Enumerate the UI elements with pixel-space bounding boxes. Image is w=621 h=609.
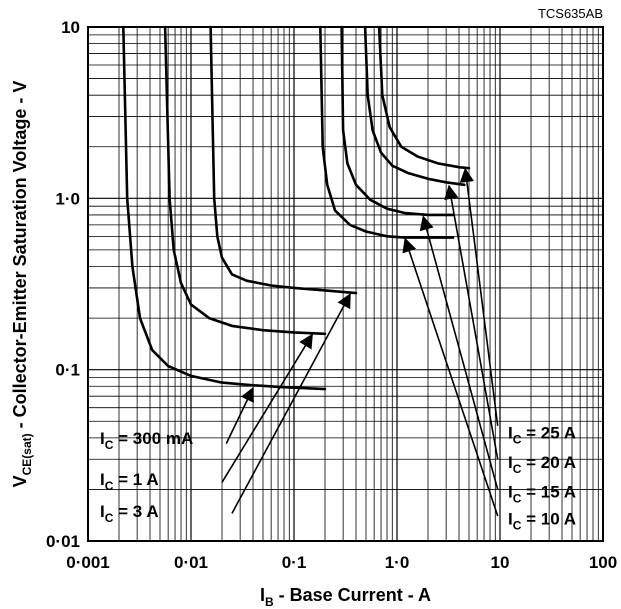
x-axis-symbol: I <box>260 585 265 605</box>
x-tick-label: 100 <box>589 553 617 572</box>
annotation-arrow <box>419 215 499 490</box>
curve-i-c-3-a <box>209 25 358 295</box>
series-label: IC = 25 A <box>508 423 576 446</box>
curve-i-c-10-a <box>319 25 455 239</box>
annotation-arrow <box>231 293 351 514</box>
annotation-arrows <box>221 167 499 517</box>
curve-i-c-300-ma <box>122 25 327 391</box>
chart-code-label: TCS635AB <box>538 6 603 21</box>
series-label: IC = 1 A <box>100 470 159 493</box>
annotation-arrow <box>459 167 499 426</box>
plot-frame <box>87 26 604 542</box>
x-axis-subscript: B <box>265 595 274 609</box>
y-axis-subscript: CE(sat) <box>20 433 34 475</box>
x-axis-label: IB - Base Current - A <box>260 585 431 609</box>
y-tick-label: 1·0 <box>55 189 80 208</box>
y-tick-label: 10 <box>61 18 80 37</box>
y-axis-label: VCE(sat) - Collector-Emitter Saturation … <box>10 81 34 488</box>
x-axis-text: - Base Current - A <box>274 585 431 605</box>
x-tick-label: 10 <box>491 553 510 572</box>
annotation-labels: IC = 300 mA IC = 1 A IC = 3 A IC = 10 A IC =… <box>100 423 576 532</box>
series-label: IC = 3 A <box>100 502 159 525</box>
x-tick-label: 0·001 <box>66 553 109 572</box>
x-tick-label: 0·01 <box>174 553 208 572</box>
annotation-arrow <box>402 237 499 517</box>
curve-i-c-20-a <box>363 25 466 187</box>
x-tick-label: 0·1 <box>282 553 307 572</box>
annotation-arrow <box>225 386 254 444</box>
annotation-arrow <box>444 184 499 460</box>
curves <box>122 25 471 391</box>
series-label: IC = 10 A <box>508 510 576 533</box>
curve-i-c-1-a <box>163 25 327 336</box>
y-tick-label: 0·1 <box>55 361 80 380</box>
y-tick-label: 0·01 <box>46 532 80 551</box>
y-axis-text: - Collector-Emitter Saturation Voltage -… <box>10 81 30 434</box>
tick-labels: 0·001 0·01 0·1 1·0 10 100 0·01 0·1 1·0 10 <box>46 18 617 572</box>
series-label: IC = 15 A <box>508 482 576 505</box>
series-label: IC = 300 mA <box>100 429 193 452</box>
y-axis-symbol: V <box>10 475 30 487</box>
series-label: IC = 20 A <box>508 453 576 476</box>
curve-i-c-15-a <box>340 25 455 217</box>
annotation-arrow <box>221 333 313 483</box>
curve-i-c-25-a <box>377 25 471 170</box>
x-tick-label: 1·0 <box>385 553 410 572</box>
